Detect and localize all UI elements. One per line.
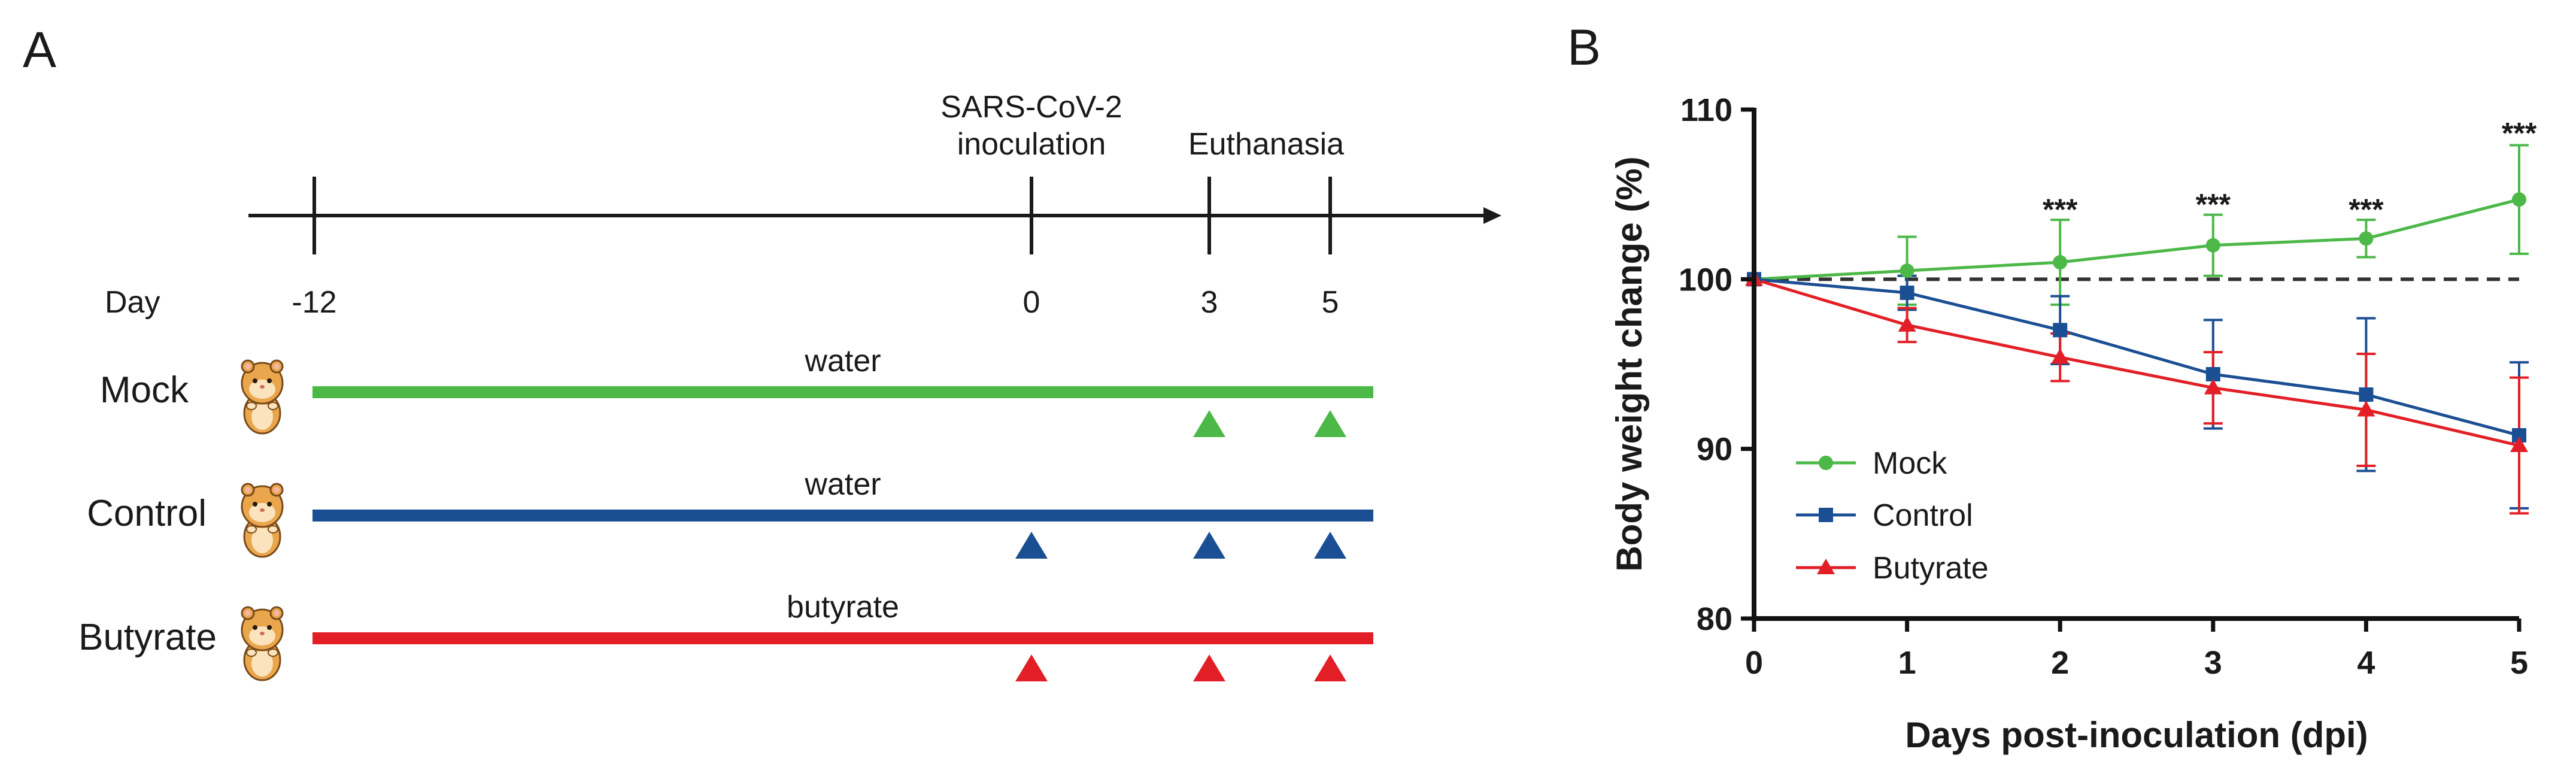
y-tick-label: 90 xyxy=(1697,432,1732,468)
x-tick-label: 1 xyxy=(1898,645,1916,681)
group-row-butyrate: Butyrate butyrate xyxy=(78,590,1373,681)
plot-area: 80 90 100 110 0 1 2 3 4 5 *** *** *** *** xyxy=(1679,92,2537,681)
day-tick-label: 0 xyxy=(1023,285,1040,320)
data-point-butyrate xyxy=(1898,316,1916,332)
y-tick-label: 80 xyxy=(1697,601,1732,637)
day-label: Day xyxy=(105,285,160,320)
treatment-bar-butyrate xyxy=(312,632,1373,644)
inoculation-label-line1: SARS-CoV-2 xyxy=(940,90,1122,125)
data-point-mock xyxy=(2205,238,2220,253)
sampling-marker-icon xyxy=(1314,410,1346,437)
day-tick-label: 5 xyxy=(1322,285,1339,320)
y-tick-label: 100 xyxy=(1679,262,1732,298)
data-point-butyrate xyxy=(2510,436,2528,452)
significance-label: *** xyxy=(2349,193,2384,226)
group-row-mock: Mock water xyxy=(100,344,1373,437)
treatment-bar-control xyxy=(312,510,1373,522)
legend-label-mock: Mock xyxy=(1873,446,1947,481)
drink-label-butyrate: butyrate xyxy=(787,590,899,625)
hamster-icon xyxy=(241,606,284,681)
x-tick-label: 3 xyxy=(2204,645,2222,681)
panel-a-letter: A xyxy=(23,22,56,78)
sampling-marker-icon xyxy=(1015,532,1048,559)
sampling-marker-icon xyxy=(1015,654,1048,681)
x-tick-label: 4 xyxy=(2357,645,2375,681)
sampling-marker-icon xyxy=(1193,410,1225,437)
legend-marker-circle-icon xyxy=(1819,456,1833,470)
significance-label: *** xyxy=(2502,117,2537,150)
data-point-mock xyxy=(2359,231,2374,246)
legend-label-butyrate: Butyrate xyxy=(1873,551,1989,586)
legend-marker-square-icon xyxy=(1819,508,1833,522)
x-tick-label: 5 xyxy=(2510,645,2528,681)
series-line-butyrate xyxy=(1753,277,2520,447)
significance-label: *** xyxy=(2196,188,2231,222)
significance-label: *** xyxy=(2043,193,2078,226)
hamster-icon xyxy=(241,359,284,435)
data-point-mock xyxy=(1900,263,1914,278)
legend-item-mock: Mock xyxy=(1796,446,1947,481)
data-point-control xyxy=(1900,286,1914,300)
drink-label-mock: water xyxy=(804,344,881,378)
day-tick-label: 3 xyxy=(1201,285,1218,320)
series-line-mock xyxy=(1753,198,2520,281)
euthanasia-label: Euthanasia xyxy=(1188,127,1344,162)
legend-item-control: Control xyxy=(1796,498,1973,533)
day-tick-label: -12 xyxy=(292,285,336,320)
hamster-icon xyxy=(241,483,284,558)
sampling-marker-icon xyxy=(1193,532,1225,559)
group-row-control: Control water xyxy=(87,467,1373,559)
group-name-butyrate: Butyrate xyxy=(78,617,217,658)
data-point-butyrate xyxy=(2357,401,2375,417)
panel-b-letter: B xyxy=(1567,19,1601,75)
data-point-mock xyxy=(2512,192,2526,207)
data-point-butyrate xyxy=(2051,348,2070,364)
body-weight-chart: B 80 90 100 110 0 1 2 3 4 5 *** *** *** *** Body weig… xyxy=(1567,19,2537,755)
data-point-control xyxy=(2359,387,2374,402)
chart-legend: Mock Control Butyrate xyxy=(1796,446,1989,586)
y-tick-label: 110 xyxy=(1680,92,1732,128)
treatment-bar-mock xyxy=(312,386,1373,398)
y-axis-title: Body weight change (%) xyxy=(1609,156,1649,571)
data-point-butyrate xyxy=(2204,378,2222,395)
x-axis-title: Days post-inoculation (dpi) xyxy=(1905,715,2368,755)
sampling-marker-icon xyxy=(1193,654,1225,681)
x-tick-label: 2 xyxy=(2051,645,2069,681)
drink-label-control: water xyxy=(804,467,881,502)
x-tick-label: 0 xyxy=(1745,645,1763,681)
data-point-control xyxy=(2053,323,2068,338)
legend-label-control: Control xyxy=(1873,498,1973,533)
group-name-control: Control xyxy=(87,493,207,534)
series-line-control xyxy=(1753,277,2520,437)
data-point-mock xyxy=(2053,255,2068,269)
sampling-marker-icon xyxy=(1314,532,1346,559)
timeline-arrow-icon xyxy=(1483,207,1501,224)
sampling-marker-icon xyxy=(1314,654,1346,681)
legend-marker-triangle-icon xyxy=(1817,559,1835,574)
group-name-mock: Mock xyxy=(100,369,189,411)
legend-item-butyrate: Butyrate xyxy=(1796,551,1989,586)
inoculation-label-line2: inoculation xyxy=(957,127,1106,162)
timeline-panel: A SARS-CoV-2 inoculation Euthanasia Day … xyxy=(23,22,1501,681)
